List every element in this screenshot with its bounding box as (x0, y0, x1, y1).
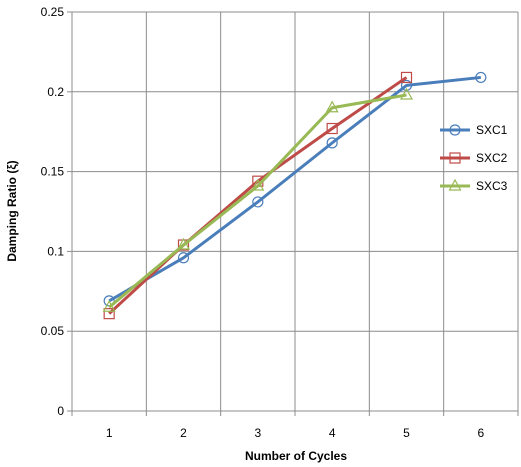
x-tick-label: 5 (403, 426, 410, 440)
x-tick-label: 1 (106, 426, 113, 440)
data-point-sxc3 (399, 87, 414, 100)
data-point-sxc2 (400, 71, 413, 84)
legend-label-sxc1: SXC1 (476, 123, 508, 137)
y-tick-label: 0.2 (47, 85, 64, 99)
series-sxc2 (103, 71, 413, 320)
y-axis-title: Damping Ratio (ξ) (5, 160, 19, 261)
series-group (102, 71, 487, 320)
legend: SXC1 SXC2 SXC3 (440, 123, 508, 193)
series-line-sxc2 (108, 76, 408, 315)
y-tick-label: 0.15 (41, 165, 65, 179)
data-point-sxc3 (251, 178, 265, 191)
data-point-sxc3 (325, 100, 339, 113)
x-tick-label: 4 (329, 426, 336, 440)
legend-item-sxc1: SXC1 (440, 123, 508, 137)
series-line-sxc3 (108, 93, 407, 309)
x-tick-label: 6 (477, 426, 484, 440)
x-tick-labels: 1 2 3 4 5 6 (106, 426, 485, 440)
axes (67, 11, 519, 416)
y-tick-label: 0.1 (47, 244, 64, 258)
legend-marker-sxc3 (448, 178, 462, 191)
data-point-sxc3 (176, 237, 191, 250)
legend-marker-sxc2 (449, 152, 461, 164)
legend-item-sxc2: SXC2 (440, 151, 508, 165)
data-point-sxc3 (102, 300, 116, 312)
series-sxc3 (102, 87, 414, 312)
grid (72, 11, 519, 411)
data-point-sxc1 (475, 71, 487, 84)
legend-item-sxc3: SXC3 (440, 178, 508, 193)
y-tick-labels: 0 0.05 0.1 0.15 0.2 0.25 (41, 5, 65, 418)
data-point-sxc1 (177, 252, 190, 264)
series-sxc1 (103, 71, 487, 307)
y-tick-label: 0 (57, 404, 64, 418)
y-tick-label: 0.05 (41, 324, 65, 338)
data-point-sxc1 (400, 79, 413, 92)
series-line-sxc1 (108, 75, 481, 303)
x-tick-label: 3 (254, 426, 261, 440)
data-point-sxc1 (326, 137, 338, 149)
data-point-sxc2 (103, 308, 115, 320)
y-tick-label: 0.25 (41, 5, 65, 19)
data-point-sxc1 (252, 196, 264, 208)
x-tick-label: 2 (180, 426, 187, 440)
legend-label-sxc3: SXC3 (476, 179, 508, 193)
legend-marker-sxc1 (449, 124, 461, 136)
x-axis-title: Number of Cycles (245, 449, 347, 463)
data-point-sxc2 (326, 122, 338, 135)
legend-label-sxc2: SXC2 (476, 151, 508, 165)
